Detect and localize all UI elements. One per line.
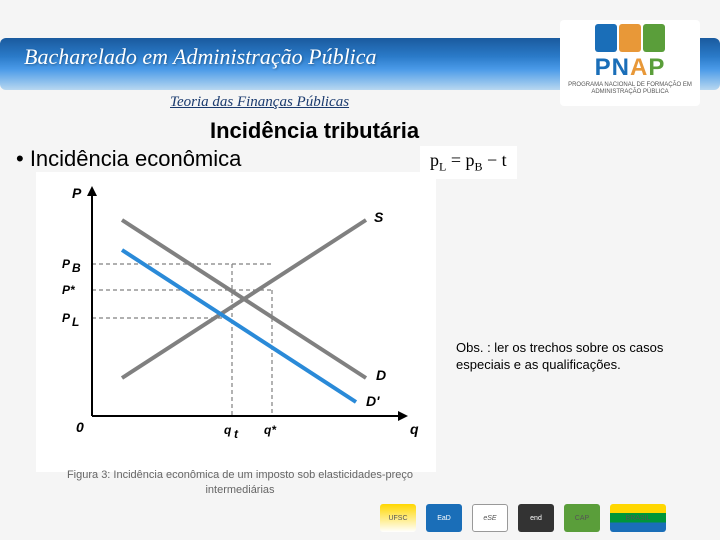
figure-caption: Figura 3: Incidência econômica de um imp… (60, 468, 420, 499)
footer-logo-ese: eSE (472, 504, 508, 532)
pnap-icon-blue (595, 24, 617, 52)
formula-sub-b: B (475, 160, 483, 174)
svg-text:q: q (410, 421, 419, 437)
pnap-letters: PNAP (595, 54, 666, 82)
svg-text:B: B (72, 261, 81, 275)
pnap-icon-green (643, 24, 665, 52)
section-title: Incidência tributária (210, 118, 419, 144)
svg-text:S: S (374, 209, 384, 225)
pnap-logo: PNAP PROGRAMA NACIONAL DE FORMAÇÃO EM AD… (560, 20, 700, 106)
formula-pb: p (466, 150, 475, 170)
bullet-item: • Incidência econômica (16, 146, 241, 172)
obs-text: Obs. : ler os trechos sobre os casos esp… (456, 340, 696, 374)
svg-text:D': D' (366, 393, 380, 409)
formula-t: t (502, 150, 507, 170)
footer-logo-ufsc: UFSC (380, 504, 416, 532)
svg-text:P*: P* (62, 283, 76, 297)
pnap-letter-a: A (630, 54, 648, 81)
svg-text:P: P (62, 257, 71, 271)
svg-text:P: P (62, 311, 71, 325)
chart-area: SDD'Pq0PBP*PLqtq* (36, 172, 436, 472)
footer-logo-end: end (518, 504, 554, 532)
svg-text:t: t (234, 427, 239, 441)
footer-logo-cap: CAP (564, 504, 600, 532)
pnap-icons (595, 24, 665, 52)
svg-text:q*: q* (264, 423, 277, 437)
pnap-tagline: PROGRAMA NACIONAL DE FORMAÇÃO EM ADMINIS… (564, 82, 696, 95)
chart-svg: SDD'Pq0PBP*PLqtq* (36, 172, 436, 472)
pnap-letter-n: N (612, 54, 630, 81)
pnap-icon-orange (619, 24, 641, 52)
formula-eq: = (446, 150, 465, 170)
footer-logos: UFSC EaD eSE end CAP BRASIL (380, 504, 666, 532)
footer-logo-ead: EaD (426, 504, 462, 532)
svg-text:D: D (376, 367, 386, 383)
formula-pl: p (430, 150, 439, 170)
header-title: Bacharelado em Administração Pública (24, 44, 377, 70)
svg-text:L: L (72, 315, 79, 329)
pnap-letter-p2: P (648, 54, 665, 81)
svg-text:q: q (224, 423, 232, 437)
formula-minus: − (483, 150, 502, 170)
header-subtitle: Teoria das Finanças Públicas (170, 94, 349, 111)
svg-text:P: P (72, 185, 82, 201)
svg-text:0: 0 (76, 419, 84, 435)
pnap-letter-p1: P (595, 54, 612, 81)
footer-logo-brasil: BRASIL (610, 504, 666, 532)
